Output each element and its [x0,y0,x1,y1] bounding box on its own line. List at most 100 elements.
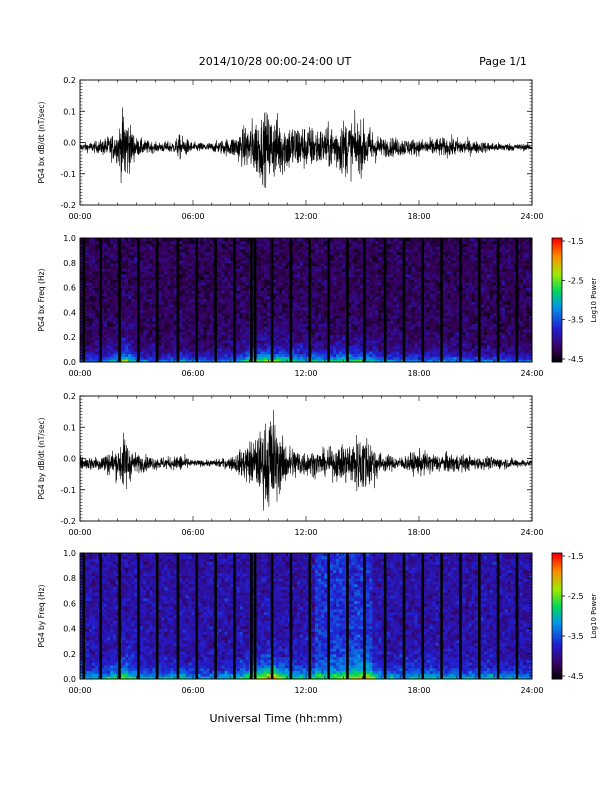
data-gap [214,238,217,362]
data-gap [440,238,443,362]
colorbar-swatch [552,322,562,326]
colorbar-label: Log10 Power [590,593,598,638]
colorbar-swatch [552,248,562,251]
colorbar-swatch [552,574,562,577]
colorbar-swatch [552,616,562,619]
data-gap [118,553,121,679]
colorbar-swatch [552,674,562,678]
colorbar-tick-label: -2.5 [568,592,584,601]
colorbar-swatch [552,649,562,653]
colorbar-swatch [552,314,562,318]
y-tick-label: 0.1 [63,107,76,116]
colorbar-swatch [552,328,562,332]
data-gap [270,553,274,679]
colorbar-tick-label: -1.5 [568,237,584,246]
colorbar-swatch [552,244,562,247]
colorbar-swatch [552,613,562,617]
data-gap [99,238,103,362]
y-tick-label: 0.8 [63,574,76,583]
data-gap [99,553,103,679]
time-axis-label: Universal Time (hh:mm) [210,712,343,725]
colorbar-swatch [552,324,562,328]
y-axis-label: PG4 bx dB/dt (nT/sec) [37,101,46,183]
data-gap [195,553,199,679]
panel-4: -1.5 -2.5 -3.5 -4.5 Log10 Power 0.0 0.2 0.4 0.6 0… [37,549,598,695]
colorbar-swatch [552,647,562,651]
colorbar-swatch [552,343,562,346]
colorbar-swatch [552,607,562,611]
colorbar-swatch [552,670,562,674]
colorbar-swatch [552,335,562,338]
colorbar-swatch [552,260,562,264]
data-gap [250,238,253,362]
data-gap [363,238,366,362]
colorbar-swatch [552,258,562,262]
waveform-trace [79,410,533,511]
y-axis-label: PG4 by dB/dt (nT/sec) [37,417,46,499]
colorbar-swatch [552,242,562,245]
data-gap [440,553,443,679]
y-tick-label: 1.0 [63,234,76,243]
data-gap [477,553,481,679]
colorbar-swatch [552,316,562,320]
colorbar-swatch [552,246,562,249]
data-gap [421,553,425,679]
colorbar-swatch [552,567,562,571]
colorbar-swatch [552,618,562,621]
colorbar-swatch [552,326,562,330]
colorbar-swatch [552,279,562,282]
colorbar-swatch [552,359,562,363]
colorbar-swatch [552,628,562,632]
colorbar-swatch [552,306,562,309]
colorbar-swatch [552,256,562,260]
colorbar-swatch [552,672,562,676]
y-tick-label: 0.6 [63,284,76,293]
colorbar-swatch [552,668,562,672]
data-gap [496,238,500,362]
y-tick-label: -0.2 [60,201,76,210]
x-tick-label: 00:00 [68,686,91,695]
y-tick-label: 0.2 [63,76,76,85]
colorbar-swatch [552,586,562,590]
data-gap [233,553,236,679]
y-tick-label: 0.6 [63,599,76,608]
x-tick-label: 00:00 [68,212,91,221]
colorbar-swatch [552,252,562,256]
y-tick-label: 0.0 [63,675,76,684]
y-tick-label: 1.0 [63,549,76,558]
data-gap [214,553,217,679]
colorbar-swatch [552,293,562,297]
spectrogram-cells [80,553,533,680]
x-tick-label: 24:00 [520,686,543,695]
colorbar-swatch [552,582,562,585]
y-tick-label: 0.4 [63,308,76,317]
colorbar-swatch [552,283,562,287]
colorbar-swatch [552,553,562,556]
colorbar-swatch [552,643,562,646]
data-gap [118,238,121,362]
x-tick-label: 06:00 [181,686,204,695]
colorbar-swatch [552,264,562,268]
colorbar-swatch [552,310,562,313]
x-tick-label: 18:00 [407,369,430,378]
x-tick-label: 18:00 [407,528,430,537]
colorbar-swatch [552,578,562,581]
colorbar-tick-label: -4.5 [568,355,584,364]
colorbar-swatch [552,285,562,289]
colorbar-swatch [552,345,562,349]
colorbar-swatch [552,569,562,573]
y-tick-label: 0.2 [63,333,76,342]
y-tick-label: 0.2 [63,392,76,401]
colorbar-swatch [552,590,562,594]
y-tick-label: 0.1 [63,423,76,432]
waveform-trace [79,107,533,189]
colorbar-swatch [552,277,562,280]
data-gap [195,238,199,362]
colorbar-swatch [552,676,562,680]
y-tick-label: 0.0 [63,358,76,367]
data-gap [137,553,140,679]
colorbar-swatch [552,312,562,315]
data-gap [289,553,293,679]
colorbar-swatch [552,666,562,669]
y-tick-label: -0.1 [60,486,76,495]
